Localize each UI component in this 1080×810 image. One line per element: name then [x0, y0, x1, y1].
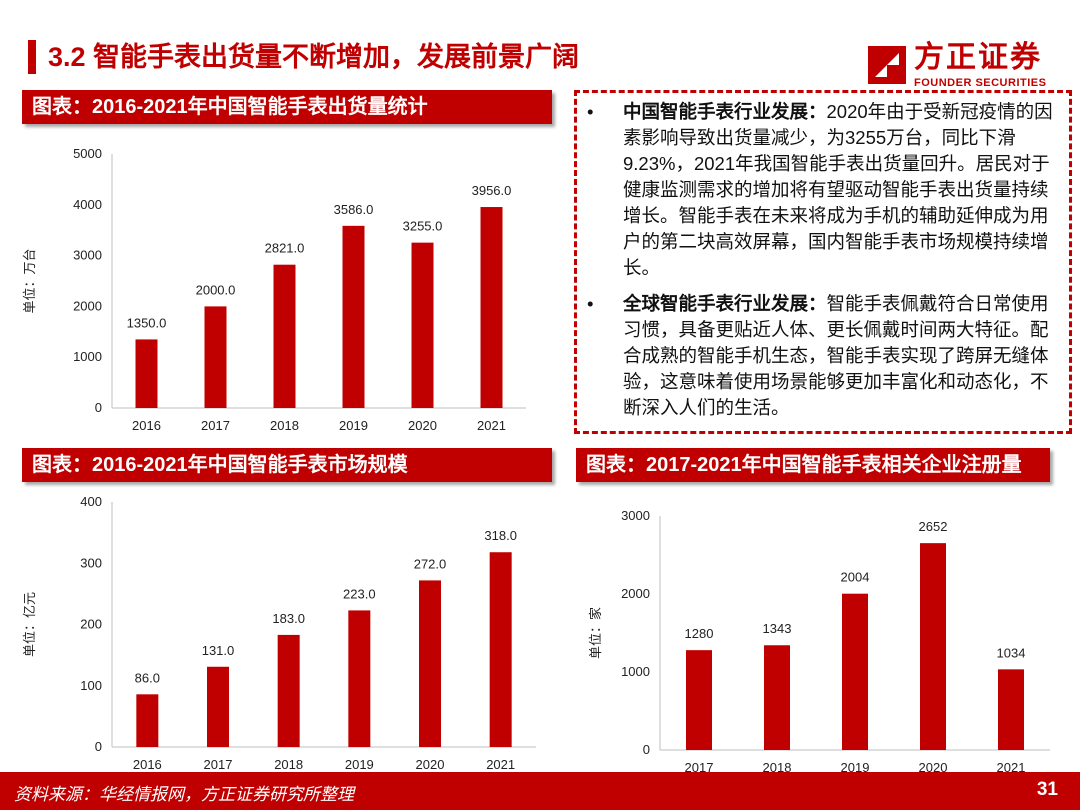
bar [273, 264, 296, 408]
market-size-bar-chart: 0 100 200 300 400 单位：亿元 86.0 2016 131.0 2017 183.0… [22, 494, 536, 772]
x-category-label: 2020 [416, 757, 445, 772]
x-category-label: 2019 [841, 760, 870, 775]
y-axis-unit-label: 单位：万台 [22, 248, 37, 313]
x-category-label: 2017 [685, 760, 714, 775]
y-axis-unit-label: 单位：家 [588, 607, 603, 659]
bar-value-label: 1343 [763, 621, 792, 636]
bar [207, 666, 229, 747]
x-category-label: 2017 [204, 757, 233, 772]
y-axis-unit-label: 单位：亿元 [22, 592, 37, 657]
founder-logo-icon [868, 46, 906, 84]
bar [686, 650, 712, 750]
x-category-label: 2021 [477, 418, 506, 433]
bar-value-label: 2821.0 [265, 241, 305, 256]
bullet-global-industry: • 全球智能手表行业发展：智能手表佩戴符合日常使用习惯，具备更贴近人体、更长佩戴… [581, 291, 1059, 421]
chart3-title: 图表：2017-2021年中国智能手表相关企业注册量 [576, 448, 1050, 482]
bar [489, 552, 512, 747]
bar [419, 580, 441, 747]
y-tick-label: 5000 [73, 146, 102, 161]
enterprise-registration-bar-chart: 0 1000 2000 3000 单位：家 1280 2017 1343 2018 2004 201… [588, 508, 1050, 775]
x-category-label: 2021 [486, 757, 515, 772]
bar [277, 634, 300, 747]
bar-value-label: 1280 [685, 626, 714, 641]
page-number: 31 [1036, 779, 1058, 800]
x-category-label: 2016 [132, 418, 161, 433]
x-category-label: 2019 [345, 757, 374, 772]
company-logo: 方正证券 FOUNDER SECURITIES [866, 40, 1056, 96]
y-tick-label: 400 [80, 494, 102, 509]
bullet-heading: 中国智能手表行业发展： [623, 101, 827, 122]
y-tick-label: 200 [80, 617, 102, 632]
bar [764, 645, 790, 750]
bar [136, 694, 159, 747]
bar [842, 593, 868, 750]
y-tick-label: 3000 [73, 248, 102, 263]
x-category-label: 2018 [274, 757, 303, 772]
bar-value-label: 318.0 [484, 528, 517, 543]
logo-english-name: FOUNDER SECURITIES [914, 77, 1047, 89]
y-tick-label: 0 [643, 742, 650, 757]
y-tick-label: 300 [80, 555, 102, 570]
bar-value-label: 3586.0 [334, 202, 374, 217]
y-tick-label: 2000 [621, 586, 650, 601]
bar-value-label: 3956.0 [472, 183, 512, 198]
bar [204, 306, 227, 408]
x-category-label: 2018 [763, 760, 792, 775]
industry-development-notes: • 中国智能手表行业发展：2020年由于受新冠疫情的因素影响导致出货量减少，为3… [574, 90, 1072, 434]
bar-value-label: 2004 [841, 570, 870, 585]
page-title: 3.2 智能手表出货量不断增加，发展前景广阔 [48, 42, 580, 72]
x-category-label: 2017 [201, 418, 230, 433]
bar-value-label: 1034 [997, 645, 1026, 660]
bar-value-label: 1350.0 [127, 315, 167, 330]
bar-value-label: 183.0 [272, 611, 305, 626]
x-category-label: 2020 [919, 760, 948, 775]
y-tick-label: 1000 [73, 349, 102, 364]
y-tick-label: 2000 [73, 298, 102, 313]
chart2-title: 图表：2016-2021年中国智能手表市场规模 [22, 448, 552, 482]
bar-value-label: 3255.0 [403, 219, 443, 234]
footer-bar: 资料来源：华经情报网，方正证券研究所整理 31 [0, 772, 1080, 810]
bullet-heading: 全球智能手表行业发展： [623, 293, 827, 314]
x-category-label: 2020 [408, 418, 437, 433]
y-tick-label: 1000 [621, 664, 650, 679]
y-tick-label: 4000 [73, 197, 102, 212]
shipment-bar-chart: 0 1000 2000 3000 4000 5000 单位：万台 1350.0 2016 2000… [22, 146, 526, 433]
bar-value-label: 223.0 [343, 586, 376, 601]
bullet-marker: • [587, 101, 594, 122]
y-tick-label: 3000 [621, 508, 650, 523]
bar-value-label: 131.0 [202, 643, 235, 658]
x-category-label: 2019 [339, 418, 368, 433]
bullet-body: 智能手表佩戴符合日常使用习惯，具备更贴近人体、更长佩戴时间两大特征。配合成熟的智… [623, 293, 1049, 418]
y-tick-label: 100 [80, 678, 102, 693]
bullet-marker: • [587, 293, 594, 314]
source-note: 资料来源：华经情报网，方正证券研究所整理 [14, 785, 354, 804]
bullet-china-industry: • 中国智能手表行业发展：2020年由于受新冠疫情的因素影响导致出货量减少，为3… [581, 99, 1059, 281]
y-tick-label: 0 [95, 739, 102, 754]
logo-chinese-name: 方正证券 [914, 41, 1042, 74]
bar-value-label: 2000.0 [196, 282, 236, 297]
bar [342, 225, 365, 408]
x-category-label: 2016 [133, 757, 162, 772]
bar [135, 339, 158, 408]
y-tick-label: 0 [95, 400, 102, 415]
bar-value-label: 86.0 [135, 670, 160, 685]
x-category-label: 2021 [997, 760, 1026, 775]
bar-value-label: 2652 [919, 519, 948, 534]
title-accent-bar [28, 40, 36, 74]
bar-value-label: 272.0 [414, 556, 447, 571]
bullet-body: 2020年由于受新冠疫情的因素影响导致出货量减少，为3255万台，同比下滑9.2… [623, 101, 1053, 278]
bar [411, 242, 434, 408]
x-category-label: 2018 [270, 418, 299, 433]
bar [348, 610, 371, 747]
bar [998, 669, 1024, 750]
chart1-title: 图表：2016-2021年中国智能手表出货量统计 [22, 90, 552, 124]
bar [920, 543, 946, 750]
bar [480, 207, 503, 408]
